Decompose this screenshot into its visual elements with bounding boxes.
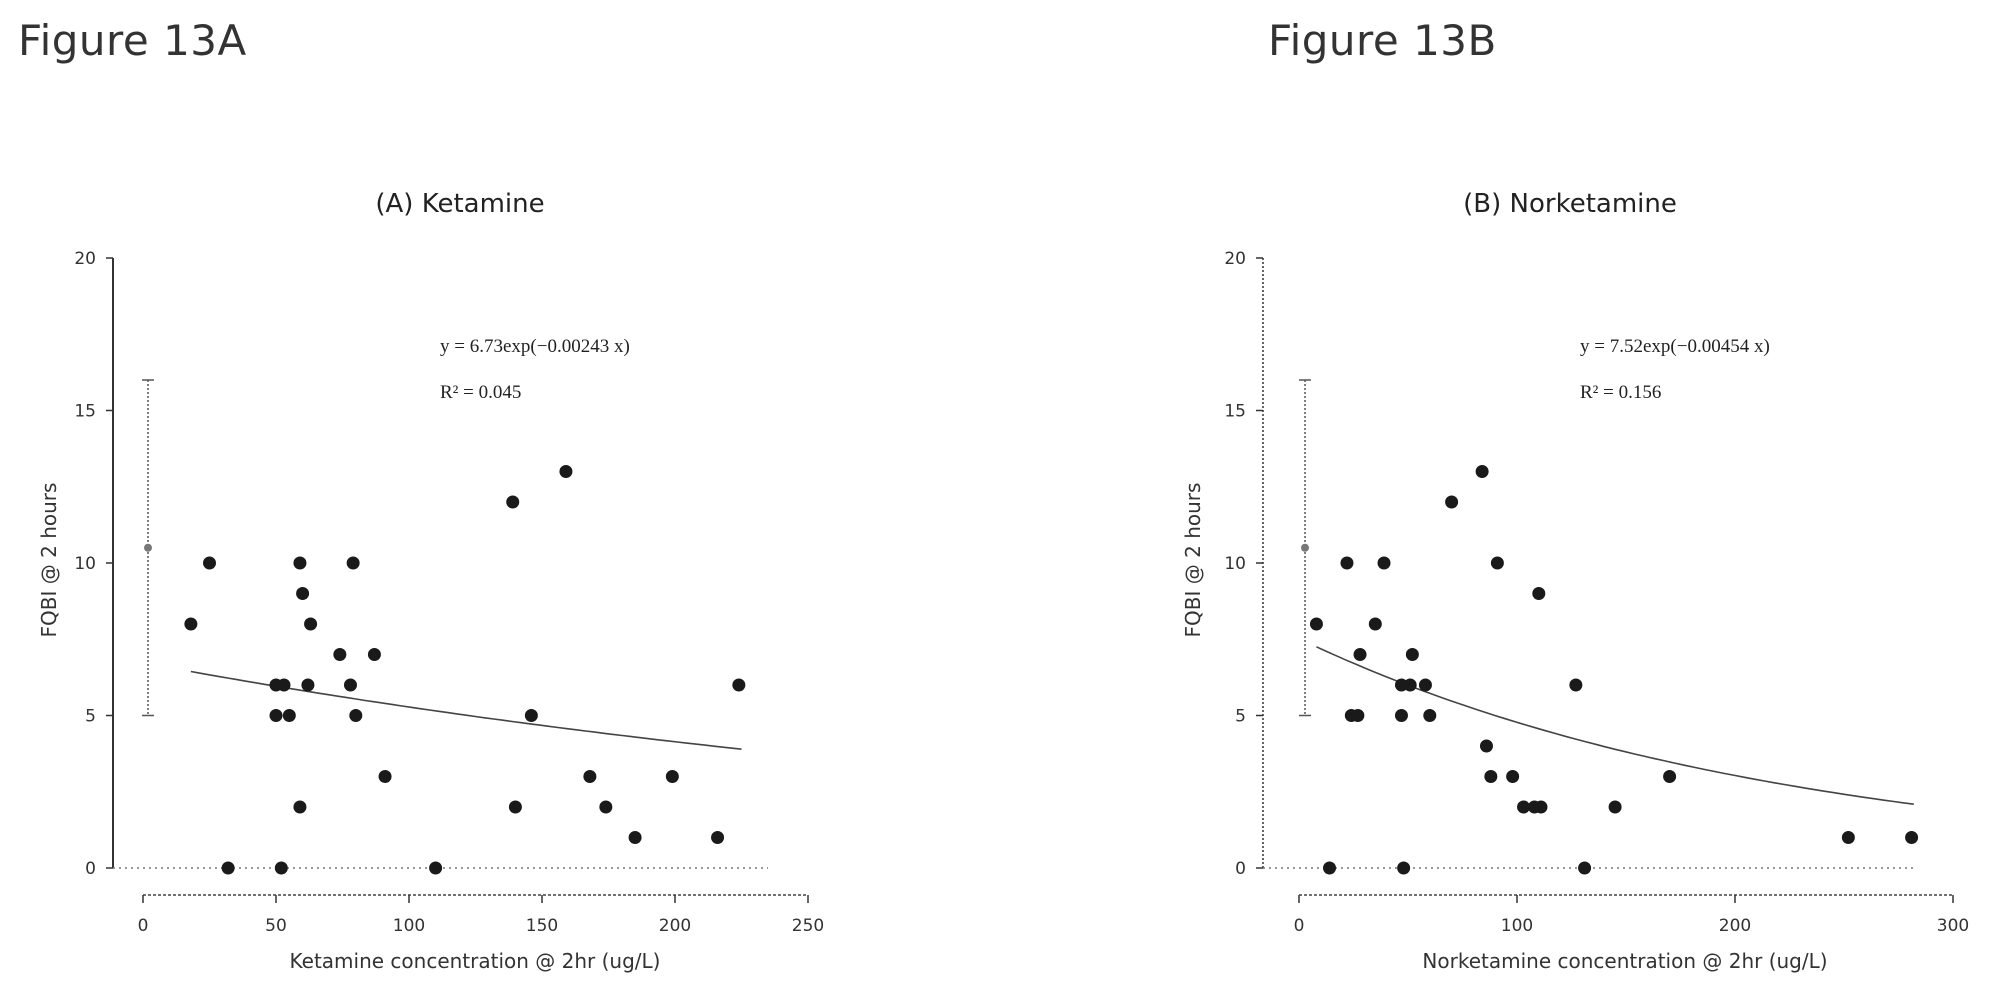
b-data-point [1309, 617, 1323, 631]
a-x-tick-label: 50 [265, 916, 287, 936]
b-y-tick-label: 5 [1235, 707, 1246, 727]
a-fit-equation: y = 6.73exp(−0.00243 x) [440, 336, 630, 357]
b-data-point [1445, 495, 1459, 509]
a-data-point [277, 678, 291, 692]
b-y-tick-label: 15 [1224, 402, 1246, 422]
a-data-point [583, 770, 597, 783]
a-data-point [282, 709, 296, 722]
b-x-tick-label: 0 [1294, 916, 1305, 936]
b-data-point [1403, 678, 1417, 692]
b-r-squared: R² = 0.156 [1580, 382, 1661, 403]
b-fit-curve [1316, 646, 1914, 805]
b-data-point [1578, 861, 1592, 875]
a-data-point [508, 800, 522, 814]
a-data-point [293, 800, 307, 814]
a-r-squared: R² = 0.045 [440, 382, 521, 403]
a-x-tick-label: 150 [526, 916, 558, 936]
b-data-point [1323, 861, 1337, 875]
b-y-axis-label: FQBI @ 2 hours [1181, 483, 1205, 638]
b-data-point [1353, 648, 1367, 661]
a-data-point [184, 617, 198, 631]
b-data-point [1534, 800, 1548, 814]
b-chart-title: (B) Norketamine [1463, 189, 1677, 219]
b-data-point [1423, 709, 1437, 722]
a-data-point [628, 831, 642, 844]
a-data-point [367, 648, 381, 661]
b-fit-equation: y = 7.52exp(−0.00454 x) [1580, 336, 1770, 357]
a-error-bar-mean [144, 543, 152, 552]
b-data-point [1484, 770, 1498, 783]
a-data-point [296, 587, 310, 600]
a-data-point [506, 495, 520, 509]
a-x-tick-label: 0 [138, 916, 149, 936]
b-x-axis-label: Norketamine concentration @ 2hr (ug/L) [1422, 949, 1827, 973]
a-y-tick-label: 15 [74, 402, 96, 422]
a-x-axis-label: Ketamine concentration @ 2hr (ug/L) [290, 949, 661, 973]
a-data-point [274, 861, 288, 875]
a-data-point [665, 770, 679, 783]
a-data-point [203, 556, 216, 570]
b-y-tick-label: 10 [1224, 554, 1246, 574]
a-data-point [349, 709, 363, 722]
b-data-point [1663, 770, 1677, 783]
b-y-tick-label: 0 [1235, 859, 1246, 879]
a-data-point [301, 678, 315, 692]
a-x-tick-label: 100 [393, 916, 425, 936]
a-chart-title: (A) Ketamine [375, 189, 544, 219]
b-data-point [1405, 648, 1419, 661]
a-y-tick-label: 5 [85, 707, 96, 727]
b-data-point [1397, 861, 1411, 875]
b-data-point [1841, 831, 1855, 844]
a-data-point [346, 556, 360, 570]
a-data-point [343, 678, 357, 692]
a-y-tick-label: 10 [74, 554, 96, 574]
figure-caption-b: Figure 13B [1268, 16, 1497, 65]
b-data-point [1569, 678, 1583, 692]
a-data-point [269, 709, 283, 722]
a-x-tick-label: 250 [792, 916, 824, 936]
a-data-point [711, 831, 725, 844]
b-data-point [1490, 556, 1504, 570]
b-data-point [1368, 617, 1382, 631]
a-data-point [293, 556, 307, 570]
b-data-point [1506, 770, 1520, 783]
a-data-point [304, 617, 318, 631]
b-x-tick-label: 100 [1501, 916, 1533, 936]
a-y-axis-label: FQBI @ 2 hours [37, 483, 61, 638]
a-data-point [599, 800, 613, 814]
a-y-tick-label: 20 [74, 249, 96, 269]
b-data-point [1608, 800, 1622, 814]
b-y-tick-label: 20 [1224, 249, 1246, 269]
a-data-point [429, 861, 443, 875]
a-data-point [333, 648, 347, 661]
figure-caption-a: Figure 13A [18, 16, 247, 65]
a-y-tick-label: 0 [85, 859, 96, 879]
b-data-point [1340, 556, 1354, 570]
a-data-point [221, 861, 235, 875]
a-data-point [524, 709, 538, 722]
b-data-point [1475, 465, 1489, 478]
a-data-point [559, 465, 573, 478]
b-data-point [1905, 831, 1919, 844]
b-data-point [1517, 800, 1531, 814]
b-data-point [1351, 709, 1365, 722]
b-data-point [1418, 678, 1432, 692]
b-data-point [1532, 587, 1546, 600]
a-x-tick-label: 200 [659, 916, 691, 936]
b-x-tick-label: 300 [1937, 916, 1969, 936]
b-data-point [1377, 556, 1391, 570]
a-data-point [378, 770, 392, 783]
b-data-point [1479, 739, 1493, 753]
a-data-point [732, 678, 746, 692]
b-error-bar-mean [1301, 543, 1309, 552]
b-x-tick-label: 200 [1719, 916, 1751, 936]
b-data-point [1394, 709, 1408, 722]
